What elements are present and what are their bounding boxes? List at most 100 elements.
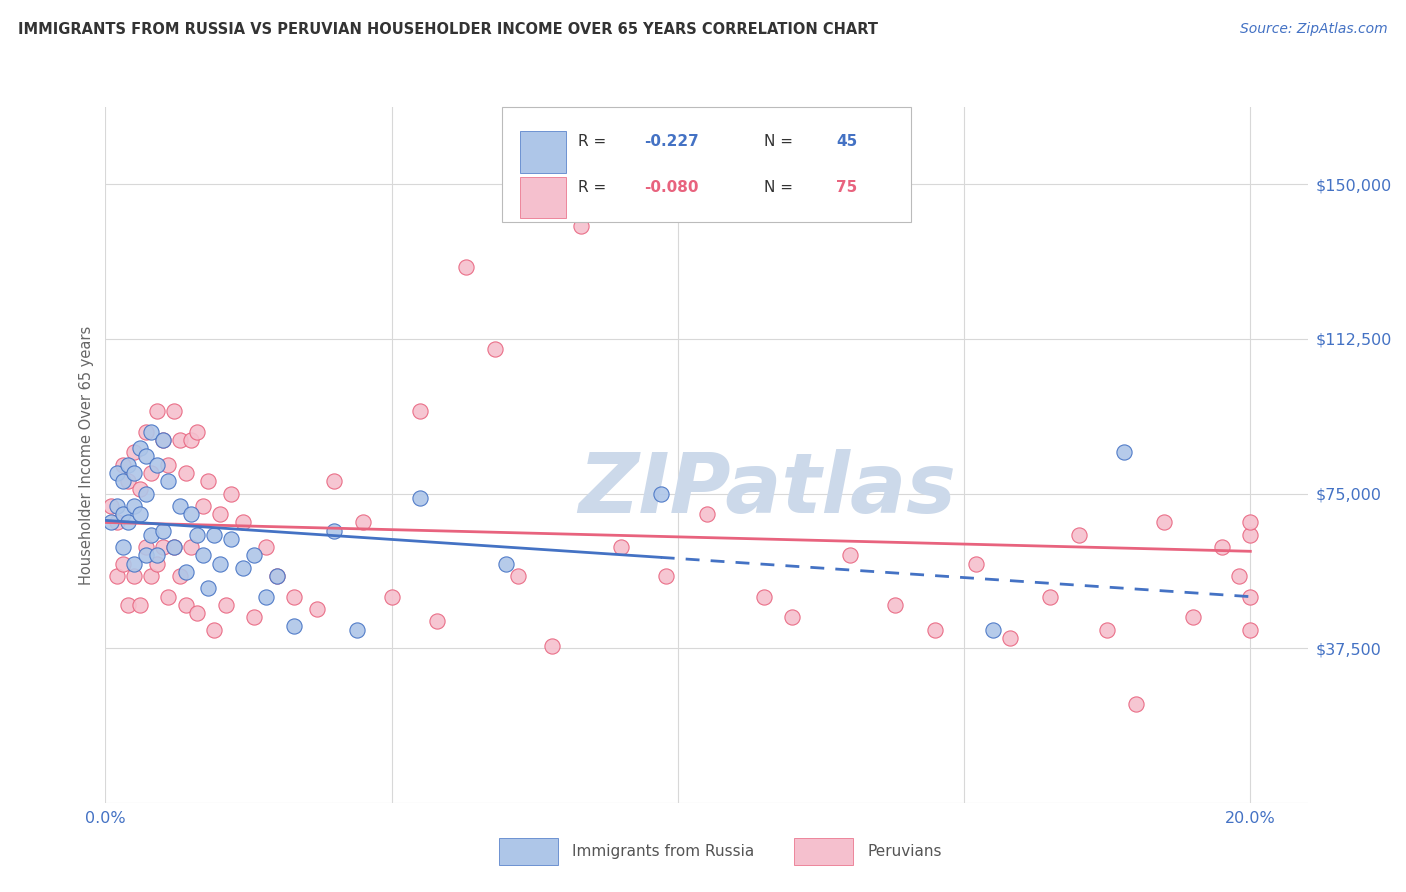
Point [1067,528,1090,542]
Point [307,602,329,616]
Text: -0.080: -0.080 [644,179,699,194]
Point [117,598,139,612]
FancyBboxPatch shape [502,107,911,222]
Text: N =: N = [765,179,799,194]
Point [655,569,678,583]
Point [197,582,219,596]
Point [135,486,157,500]
Point [135,549,157,563]
Point [174,598,197,612]
Point [100,499,122,513]
Point [152,433,174,447]
Point [146,404,169,418]
Point [141,528,163,542]
Point [426,615,449,629]
Point [1227,569,1250,583]
Point [1182,610,1205,624]
Point [111,458,134,472]
Bar [520,131,565,173]
Text: 75: 75 [837,179,858,194]
Point [283,590,305,604]
Point [884,598,907,612]
Point [152,433,174,447]
Point [1239,590,1261,604]
Point [696,507,718,521]
Point [924,623,946,637]
Point [180,433,202,447]
Point [111,557,134,571]
Text: Peruvians: Peruvians [868,845,942,859]
Point [152,524,174,538]
Point [1039,590,1062,604]
Point [381,590,404,604]
Point [128,598,150,612]
Point [202,623,225,637]
Point [208,557,231,571]
Point [111,474,134,488]
Point [232,516,254,530]
Point [105,466,128,480]
Point [146,458,169,472]
Point [163,404,186,418]
Point [609,540,631,554]
Point [191,499,214,513]
Point [221,532,243,546]
Point [141,466,163,480]
Point [981,623,1004,637]
Point [174,565,197,579]
Point [163,540,186,554]
Point [117,474,139,488]
Point [782,610,804,624]
Point [998,631,1021,645]
Text: R =: R = [578,135,612,149]
Point [409,491,432,505]
Point [174,466,197,480]
Point [117,516,139,530]
Point [838,549,860,563]
Point [752,590,775,604]
Point [157,590,180,604]
Point [122,569,145,583]
Point [243,549,266,563]
Point [186,528,208,542]
Point [122,466,145,480]
Point [208,507,231,521]
Point [232,561,254,575]
Point [169,569,191,583]
Point [105,516,128,530]
Point [484,343,506,357]
Point [117,458,139,472]
Bar [520,177,565,219]
Point [157,474,180,488]
Point [122,557,145,571]
Point [135,540,157,554]
Point [100,516,122,530]
Point [128,483,150,497]
Point [323,524,346,538]
Point [323,474,346,488]
Point [965,557,987,571]
Point [1239,516,1261,530]
Point [122,499,145,513]
Point [409,404,432,418]
Text: Source: ZipAtlas.com: Source: ZipAtlas.com [1240,22,1388,37]
Point [105,569,128,583]
Text: 45: 45 [837,135,858,149]
Point [506,569,529,583]
Point [352,516,374,530]
Point [454,260,477,274]
Text: -0.227: -0.227 [644,135,699,149]
Point [180,507,202,521]
Point [1125,697,1147,711]
Point [569,219,592,233]
Point [128,441,150,455]
Point [266,569,288,583]
Point [346,623,368,637]
Point [141,569,163,583]
Point [169,433,191,447]
Point [111,540,134,554]
Point [146,557,169,571]
Point [191,549,214,563]
Text: Immigrants from Russia: Immigrants from Russia [572,845,755,859]
Point [197,474,219,488]
